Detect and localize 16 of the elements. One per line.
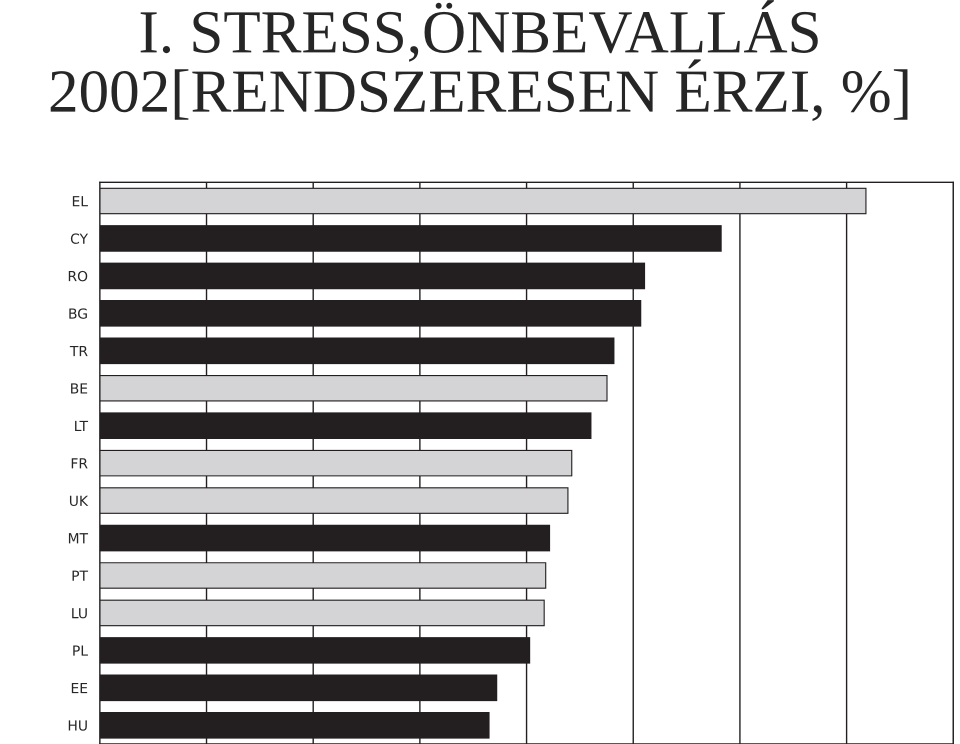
y-tick-label: BE bbox=[71, 383, 88, 394]
y-tick-label: PT bbox=[72, 570, 88, 581]
y-tick-label: LT bbox=[75, 420, 88, 431]
y-tick-label: HU bbox=[68, 720, 87, 731]
y-tick-label: CY bbox=[70, 233, 88, 244]
y-tick-label: MT bbox=[68, 533, 88, 544]
chart-title: I. STRESS,ÖNBEVALLÁS 2002[RENDSZERESEN ÉRZI, %] bbox=[50, 0, 908, 121]
y-tick-label: RO bbox=[68, 270, 88, 282]
y-tick-label: PL bbox=[73, 646, 88, 656]
y-tick-label: FR bbox=[72, 458, 88, 468]
y-tick-label: BG bbox=[69, 308, 87, 319]
y-tick-label: TR bbox=[70, 346, 88, 356]
y-tick-label: EL bbox=[72, 196, 88, 206]
y-tick-label: LU bbox=[72, 608, 87, 618]
y-tick-label: EE bbox=[72, 682, 88, 694]
y-tick-label: UK bbox=[70, 496, 88, 506]
